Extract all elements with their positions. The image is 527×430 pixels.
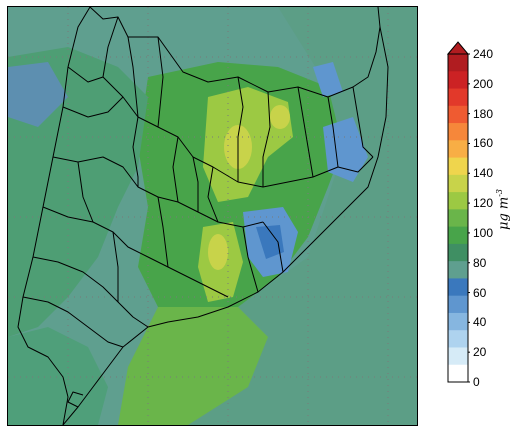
colorbar-band — [448, 209, 468, 228]
inner-boundary-2 — [67, 66, 104, 83]
colorbar-band — [448, 54, 468, 72]
inner-boundary-20 — [77, 161, 94, 223]
inner-boundary-18 — [157, 196, 169, 268]
colorbar-band — [448, 226, 468, 245]
southern-plume — [118, 307, 268, 425]
inner-boundary-11 — [237, 76, 244, 182]
colorbar-tick-label: 100 — [473, 225, 494, 240]
inner-boundary-12 — [262, 91, 271, 187]
inner-boundary-1 — [102, 16, 374, 188]
colorbar-tick-label: 0 — [473, 375, 480, 389]
colorbar-band — [448, 192, 468, 210]
colorbar-band — [448, 71, 468, 90]
inner-boundary-10 — [207, 166, 219, 223]
blue-zone-pyrenees — [313, 62, 343, 97]
colorbar-band — [448, 312, 468, 331]
colorbar-band — [448, 261, 468, 279]
colorbar-band — [448, 88, 468, 107]
inner-boundary-19 — [112, 231, 119, 302]
blue-zone-west — [8, 62, 68, 127]
region-boundaries — [17, 7, 389, 425]
colorbar-tick-label: 160 — [473, 136, 494, 151]
colorbar — [446, 41, 470, 383]
units-exponent: -3 — [495, 188, 504, 197]
colorbar-tick-label: 20 — [473, 345, 487, 360]
inner-boundary-13 — [297, 86, 314, 178]
colorbar-band — [448, 105, 468, 124]
inner-boundary-5 — [42, 206, 229, 298]
colorbar-tick-label: 140 — [473, 166, 494, 181]
dark-blue-zone-coast — [256, 225, 284, 259]
colorbar-tick-label: 80 — [473, 255, 487, 270]
colorbar-band — [448, 347, 468, 366]
colorbar-tick-label: 180 — [473, 106, 494, 121]
grid-lines — [8, 7, 417, 425]
west-boundary — [17, 7, 91, 425]
colorbar-outline — [447, 53, 469, 383]
inner-boundary-21 — [127, 36, 139, 118]
colorbar-band — [448, 157, 468, 176]
colorbar-tick-label: 120 — [473, 196, 494, 211]
hotspot-northeast — [270, 105, 290, 129]
inner-boundary-14 — [327, 96, 339, 168]
inner-boundary-3 — [62, 96, 124, 118]
colorbar-extend-triangle — [446, 41, 470, 55]
colorbar-band — [448, 364, 468, 383]
sea-region — [118, 7, 417, 425]
colorbar-band — [448, 330, 468, 348]
colorbar-units-label: μg m-3 — [495, 189, 511, 230]
colorbar-tick-label: 40 — [473, 315, 487, 330]
colorbar-legend: 240 200 180 160 140 120 100 80 60 40 20 0 — [440, 40, 527, 400]
inner-boundary-9 — [172, 136, 179, 203]
colorbar-band — [448, 243, 468, 262]
colorbar-tick-label: 200 — [473, 76, 494, 91]
concentration-map[interactable] — [7, 6, 418, 426]
inner-boundary-6 — [32, 256, 149, 328]
map-canvas — [8, 7, 417, 425]
hotspot-central — [208, 234, 228, 270]
delta-outline — [67, 391, 84, 408]
inner-boundary-15 — [352, 86, 374, 158]
colorbar-tick-label: 60 — [473, 285, 487, 300]
colorbar-band — [448, 295, 468, 314]
inner-boundary-16 — [262, 221, 284, 273]
inner-boundary-22 — [157, 36, 164, 128]
inner-boundary-8 — [132, 116, 139, 187]
inner-boundary-17 — [242, 226, 259, 293]
inner-boundary-7 — [22, 296, 124, 348]
colorbar-band — [448, 123, 468, 141]
colorbar-band — [448, 140, 468, 159]
colorbar-tick-label: 240 — [473, 47, 494, 61]
colorbar-band — [448, 174, 468, 193]
inner-boundary-23 — [192, 156, 199, 212]
units-main-text: μg m — [496, 196, 512, 230]
colorbar-band — [448, 278, 468, 297]
